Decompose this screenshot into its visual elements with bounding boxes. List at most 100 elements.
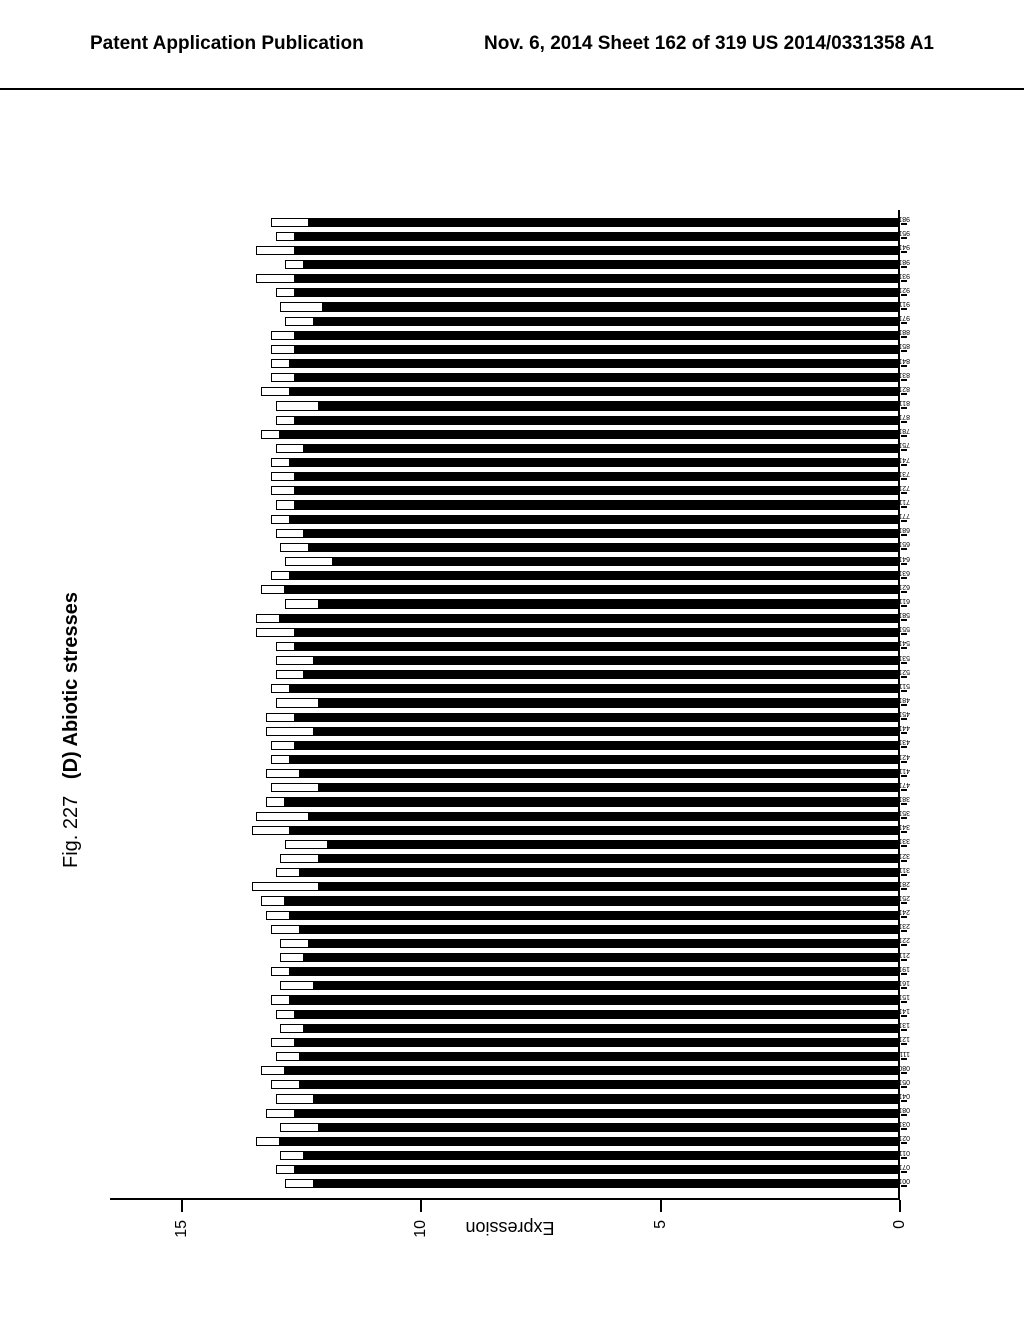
bar	[108, 684, 898, 693]
x-tick-label: 751	[898, 441, 910, 448]
bar-body	[295, 486, 898, 495]
bar	[108, 500, 898, 509]
bar	[108, 599, 898, 608]
y-tick	[181, 1200, 183, 1212]
x-tick	[901, 266, 907, 268]
bar-error-cap	[271, 1080, 300, 1089]
bar	[108, 840, 898, 849]
x-tick-label: 311	[899, 866, 910, 873]
x-tick	[901, 902, 907, 904]
bar	[108, 670, 898, 679]
bar	[108, 896, 898, 905]
bar-error-cap	[276, 401, 319, 410]
bar-body	[309, 543, 898, 552]
x-tick	[901, 492, 907, 494]
bar-error-cap	[276, 670, 305, 679]
bar	[108, 218, 898, 227]
bar-error-cap	[271, 218, 309, 227]
x-tick	[901, 563, 907, 565]
bar-body	[300, 925, 898, 934]
bar-error-cap	[276, 868, 300, 877]
x-tick	[901, 294, 907, 296]
bar-body	[285, 585, 898, 594]
bar	[108, 868, 898, 877]
figure-wrapper: Fig. 227 (D) Abiotic stresses Expression…	[60, 170, 960, 1290]
x-tick-label: 651	[898, 540, 910, 547]
bar	[108, 317, 898, 326]
x-tick-label: 321	[898, 852, 910, 859]
bar	[108, 614, 898, 623]
bar-error-cap	[252, 882, 319, 891]
header-right-text: Nov. 6, 2014 Sheet 162 of 319 US 2014/03…	[484, 33, 934, 55]
bar-body	[295, 416, 898, 425]
x-tick-label: 021	[898, 1134, 910, 1141]
bar-body	[319, 401, 898, 410]
x-tick-label: 521	[898, 668, 910, 675]
x-tick	[901, 944, 907, 946]
bar-error-cap	[280, 1024, 304, 1033]
x-tick	[901, 789, 907, 791]
bar-error-cap	[271, 783, 319, 792]
x-tick-label: 711	[899, 498, 910, 505]
x-tick	[901, 803, 907, 805]
x-tick-label: 351	[898, 809, 910, 816]
bar	[108, 1151, 898, 1160]
bar-body	[290, 684, 898, 693]
bar-body	[295, 472, 898, 481]
bar-error-cap	[271, 345, 295, 354]
bar	[108, 1123, 898, 1132]
bar-error-cap	[276, 698, 319, 707]
bar	[108, 981, 898, 990]
x-tick	[901, 322, 907, 324]
x-tick	[901, 350, 907, 352]
x-tick	[901, 959, 907, 961]
x-tick	[901, 407, 907, 409]
bar-body	[285, 797, 898, 806]
bar	[108, 274, 898, 283]
x-tick-label: 631	[898, 569, 910, 576]
y-tick-label: 10	[412, 1220, 430, 1250]
x-tick-label: 341	[898, 823, 910, 830]
y-tick	[420, 1200, 422, 1212]
bar-body	[295, 1109, 898, 1118]
x-tick	[901, 308, 907, 310]
bar-body	[314, 727, 898, 736]
bar-error-cap	[276, 1094, 314, 1103]
x-tick-label: 931	[898, 272, 910, 279]
x-tick-label: 551	[898, 625, 910, 632]
x-tick-label: 531	[898, 654, 910, 661]
bar-error-cap	[271, 995, 290, 1004]
bar-error-cap	[276, 529, 305, 538]
bar-error-cap	[256, 246, 294, 255]
x-tick	[901, 676, 907, 678]
bar-error-cap	[276, 1052, 300, 1061]
x-tick	[901, 718, 907, 720]
x-tick	[901, 690, 907, 692]
bar	[108, 557, 898, 566]
x-tick	[901, 916, 907, 918]
bar-body	[304, 529, 898, 538]
bar	[108, 995, 898, 1004]
bar	[108, 967, 898, 976]
y-tick-label: 15	[173, 1220, 191, 1250]
bar-body	[285, 896, 898, 905]
bar	[108, 543, 898, 552]
bar-error-cap	[285, 1179, 314, 1188]
bar-body	[290, 755, 898, 764]
bar	[108, 713, 898, 722]
x-tick-label: 041	[898, 1092, 910, 1099]
x-tick-label: 841	[898, 357, 910, 364]
bar-body	[295, 288, 898, 297]
bar-body	[314, 981, 898, 990]
x-tick-label: 431	[898, 738, 910, 745]
x-tick	[901, 379, 907, 381]
bar	[108, 359, 898, 368]
x-tick-label: 011	[899, 1149, 910, 1156]
bar-error-cap	[276, 1165, 295, 1174]
x-tick	[901, 421, 907, 423]
bar-error-cap	[266, 727, 314, 736]
bar-body	[295, 713, 898, 722]
page-header: Patent Application Publication Nov. 6, 2…	[0, 0, 1024, 90]
bar	[108, 1052, 898, 1061]
bar-error-cap	[271, 684, 290, 693]
